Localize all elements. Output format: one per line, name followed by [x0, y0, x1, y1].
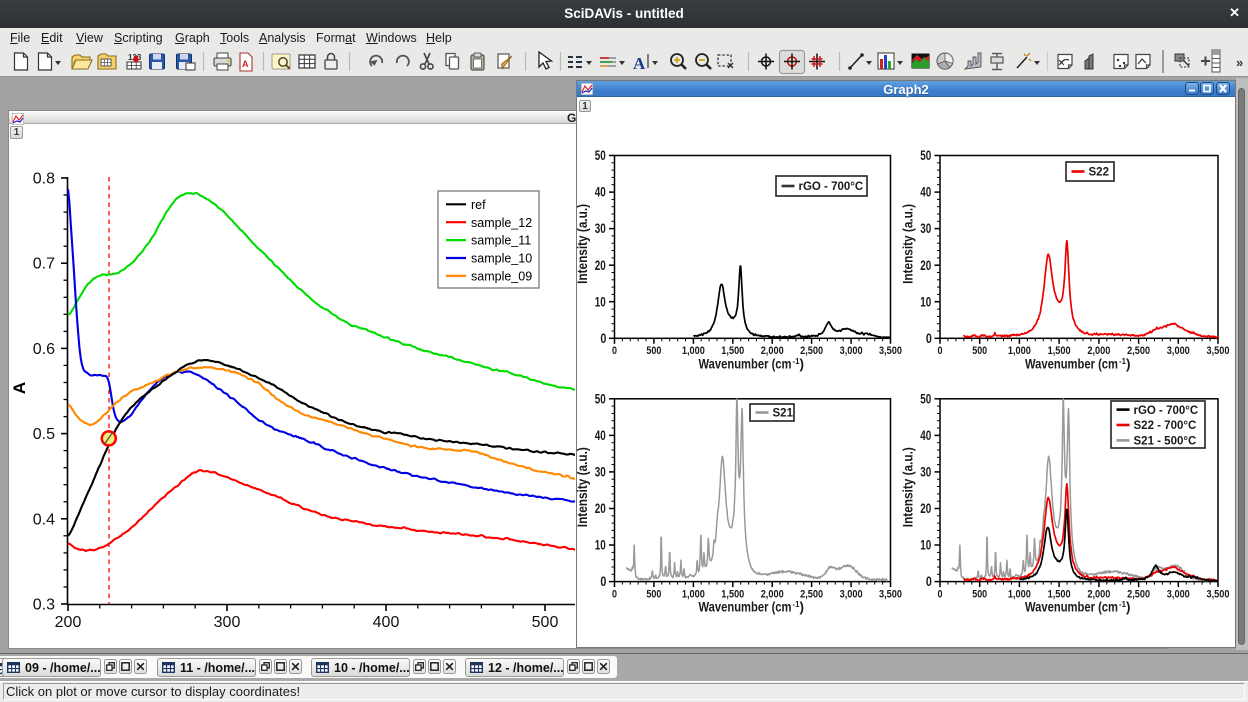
svg-text:50: 50 [920, 391, 931, 406]
svg-text:1,500: 1,500 [1048, 345, 1071, 357]
svg-text:ref: ref [471, 198, 486, 212]
svg-text:0: 0 [600, 331, 606, 346]
svg-text:1,000: 1,000 [682, 345, 705, 357]
svg-text:3,000: 3,000 [1167, 588, 1190, 600]
svg-text:40: 40 [595, 428, 606, 443]
svg-text:400: 400 [373, 614, 400, 631]
svg-text:1,500: 1,500 [721, 345, 744, 357]
svg-text:40: 40 [920, 428, 931, 443]
svg-text:Intensity (a.u.): Intensity (a.u.) [901, 447, 916, 527]
svg-text:2,000: 2,000 [1087, 345, 1110, 357]
svg-text:rGO - 700°C: rGO - 700°C [1134, 405, 1199, 417]
svg-text:3,000: 3,000 [1167, 345, 1190, 357]
svg-text:S21 - 500°C: S21 - 500°C [1134, 436, 1197, 448]
svg-text:2,500: 2,500 [1127, 345, 1150, 357]
svg-text:20: 20 [920, 258, 931, 273]
svg-text:sample_12: sample_12 [471, 216, 532, 230]
svg-text:»: » [1236, 55, 1243, 70]
svg-text:20: 20 [595, 501, 606, 516]
svg-text:3,000: 3,000 [840, 345, 863, 357]
svg-text:-1: -1 [1119, 600, 1127, 609]
svg-text:3,500: 3,500 [879, 345, 902, 357]
svg-text:500: 500 [646, 345, 661, 357]
svg-text:1,000: 1,000 [1008, 345, 1031, 357]
svg-text:A: A [242, 59, 249, 69]
svg-text:3,500: 3,500 [1207, 345, 1230, 357]
svg-text:1,000: 1,000 [1008, 588, 1031, 600]
svg-text:30: 30 [920, 465, 931, 480]
svg-text:0: 0 [612, 588, 617, 600]
svg-text:2,000: 2,000 [761, 588, 784, 600]
svg-text:0.8: 0.8 [33, 171, 55, 188]
svg-text:40: 40 [920, 185, 931, 200]
svg-text:1,000: 1,000 [682, 588, 705, 600]
svg-text:2,500: 2,500 [800, 588, 823, 600]
svg-text:0.3: 0.3 [33, 597, 55, 614]
svg-text:10: 10 [595, 294, 606, 309]
svg-text:0.4: 0.4 [33, 511, 55, 528]
svg-text:0.6: 0.6 [33, 341, 55, 358]
svg-text:-1: -1 [793, 357, 801, 366]
svg-text:30: 30 [595, 221, 606, 236]
svg-text:A: A [633, 54, 646, 73]
svg-text:10: 10 [920, 538, 931, 553]
svg-text:50: 50 [595, 391, 606, 406]
svg-text:0: 0 [612, 345, 617, 357]
svg-text:0.7: 0.7 [33, 256, 55, 273]
svg-text:500: 500 [972, 588, 987, 600]
svg-text:20: 20 [920, 501, 931, 516]
svg-text:rGO - 700°C: rGO - 700°C [799, 181, 864, 193]
svg-text:S22: S22 [1089, 167, 1109, 179]
svg-text:500: 500 [646, 588, 661, 600]
svg-text:): ) [800, 356, 805, 371]
svg-text:3,500: 3,500 [879, 588, 902, 600]
svg-text:Wavenumber (cm: Wavenumber (cm [699, 600, 792, 615]
svg-text:2,500: 2,500 [800, 345, 823, 357]
svg-text:10: 10 [595, 538, 606, 553]
svg-text:30: 30 [920, 221, 931, 236]
svg-text:S22 - 700°C: S22 - 700°C [1134, 420, 1197, 432]
svg-text:10: 10 [920, 294, 931, 309]
svg-text:0: 0 [938, 345, 943, 357]
svg-text:A: A [10, 382, 29, 394]
svg-text:0: 0 [926, 574, 932, 589]
svg-text:2,000: 2,000 [761, 345, 784, 357]
svg-text:0: 0 [938, 588, 943, 600]
svg-text:Wavenumber (cm: Wavenumber (cm [1025, 356, 1118, 371]
svg-text:1,500: 1,500 [721, 588, 744, 600]
svg-text:S21: S21 [773, 408, 794, 420]
svg-text:Wavenumber (cm: Wavenumber (cm [1025, 600, 1118, 615]
svg-text:): ) [1126, 600, 1131, 615]
svg-text:sample_11: sample_11 [471, 234, 531, 248]
svg-text:Wavenumber (cm: Wavenumber (cm [699, 356, 792, 371]
svg-text:30: 30 [595, 465, 606, 480]
svg-text:): ) [1126, 356, 1131, 371]
svg-text:-1: -1 [793, 600, 801, 609]
svg-text:500: 500 [532, 614, 559, 631]
svg-text:-1: -1 [1119, 357, 1127, 366]
svg-text:40: 40 [595, 185, 606, 200]
svg-text:1,500: 1,500 [1048, 588, 1071, 600]
svg-text:20: 20 [595, 258, 606, 273]
svg-text:50: 50 [595, 148, 606, 163]
svg-text:500: 500 [972, 345, 987, 357]
svg-text:3,000: 3,000 [840, 588, 863, 600]
svg-text:300: 300 [214, 614, 241, 631]
svg-text:50: 50 [920, 148, 931, 163]
svg-text:sample_09: sample_09 [471, 270, 532, 284]
svg-text:3,500: 3,500 [1207, 588, 1230, 600]
svg-text:Intensity (a.u.): Intensity (a.u.) [577, 447, 590, 527]
svg-text:): ) [800, 600, 805, 615]
svg-text:sample_10: sample_10 [471, 252, 532, 266]
svg-text:0: 0 [600, 574, 606, 589]
svg-text:Intensity (a.u.): Intensity (a.u.) [901, 204, 916, 284]
svg-text:200: 200 [55, 614, 82, 631]
svg-text:0: 0 [926, 331, 932, 346]
svg-text:0.5: 0.5 [33, 426, 55, 443]
svg-text:2,000: 2,000 [1087, 588, 1110, 600]
svg-text:Intensity (a.u.): Intensity (a.u.) [577, 204, 590, 284]
svg-text:2,500: 2,500 [1127, 588, 1150, 600]
